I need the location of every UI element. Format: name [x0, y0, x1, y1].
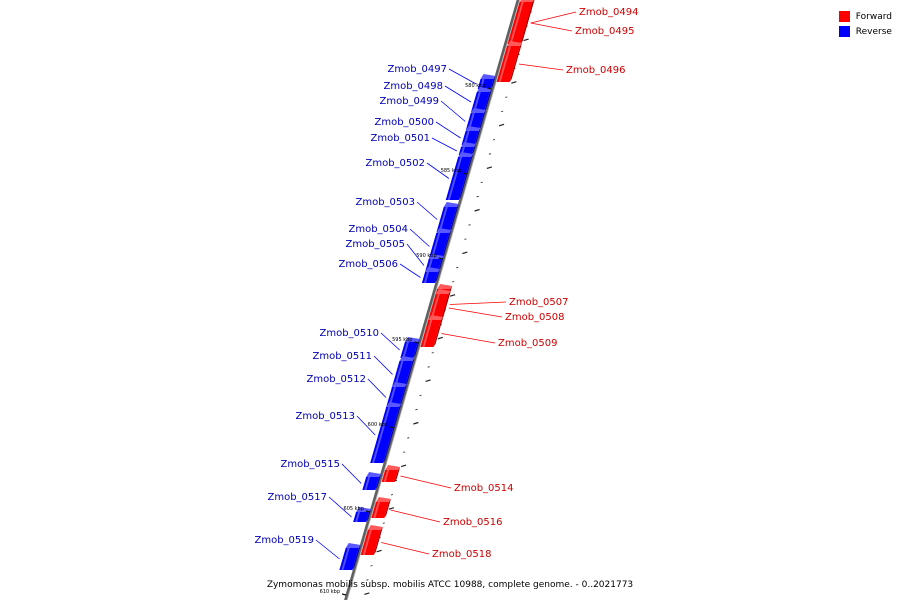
legend-label-reverse: Reverse — [855, 26, 892, 37]
scale-label: 585 kbp — [441, 168, 461, 174]
leader-line — [373, 355, 393, 375]
gene-zmob-0502 — [445, 152, 474, 200]
gene-zmob-0509 — [420, 315, 444, 347]
gene-zmob-0497 — [477, 74, 496, 89]
gene-label: Zmob_0519 — [254, 535, 314, 546]
gene-label: Zmob_0495 — [575, 26, 635, 37]
gene-zmob-0500 — [461, 126, 481, 145]
leader-line — [431, 137, 458, 152]
gene-zmob-0499 — [465, 108, 486, 130]
leader-line — [416, 201, 438, 220]
leader-line — [426, 162, 450, 179]
gene-label: Zmob_0497 — [387, 64, 447, 75]
gene-label: Zmob_0494 — [579, 7, 639, 18]
scale-labels: 580 kbp 585 kbp 590 kbp 595 kbp 600 kbp 605 k… — [320, 83, 492, 596]
gene-zmob-0519 — [339, 543, 361, 570]
leader-line — [530, 22, 573, 32]
scale-label: 610 kbp — [320, 589, 340, 595]
leader-line — [380, 332, 400, 351]
leader-line — [356, 415, 376, 436]
legend-label-forward: Forward — [855, 11, 892, 22]
gene-label: Zmob_0506 — [338, 259, 398, 270]
gene-label: Zmob_0518 — [432, 549, 492, 560]
gene-zmob-0495 — [507, 0, 535, 44]
reverse-swatch — [838, 26, 850, 37]
gene-label: Zmob_0502 — [365, 158, 425, 169]
gene-zmob-0508 — [427, 289, 451, 322]
scale-label: 595 kbp — [392, 337, 412, 343]
gene-label: Zmob_0513 — [295, 411, 355, 422]
gene-zmob-0510 — [400, 337, 420, 358]
tick-marks — [364, 11, 532, 595]
gene-zmob-0498 — [471, 87, 492, 112]
leader-line — [328, 496, 352, 518]
forward-swatch — [838, 11, 850, 22]
leader-line — [449, 301, 507, 305]
scale-label: 580 kbp — [465, 83, 485, 89]
gene-label: Zmob_0496 — [566, 65, 626, 76]
gene-label: Zmob_0516 — [443, 517, 503, 528]
gene-zmob-0511 — [391, 356, 415, 388]
gene-zmob-0503 — [436, 202, 459, 232]
gene-label: Zmob_0512 — [306, 374, 366, 385]
gene-zmob-0516 — [371, 497, 391, 518]
leader-line — [381, 542, 430, 555]
label-leaders — [315, 11, 577, 560]
leader-line — [448, 68, 477, 85]
leader-line — [406, 243, 425, 266]
gene-zmob-0515 — [362, 472, 382, 490]
leader-line — [367, 378, 387, 398]
leader-line — [441, 333, 496, 344]
leader-line — [341, 463, 362, 484]
genome-caption: Zymomonas mobilis subsp. mobilis ATCC 10… — [266, 580, 634, 590]
leader-line — [444, 85, 472, 103]
scale-label: 605 kbp — [344, 506, 364, 512]
legend-item-forward: Forward — [838, 9, 892, 24]
gene-label: Zmob_0510 — [319, 328, 379, 339]
gene-zmob-0514 — [381, 465, 401, 482]
gene-labels: Zmob_0494 Zmob_0495 Zmob_0496 Zmob_0497 Zmob… — [254, 7, 638, 560]
gene-zmob-0504 — [428, 228, 452, 260]
gene-zmob-0513 — [370, 402, 402, 463]
gene-label: Zmob_0501 — [370, 133, 430, 144]
scale-label: 600 kbp — [368, 422, 388, 428]
leader-line — [440, 100, 466, 122]
gene-label: Zmob_0517 — [267, 492, 327, 503]
gene-label: Zmob_0514 — [454, 483, 514, 494]
leader-line — [409, 228, 430, 247]
gene-label: Zmob_0504 — [348, 224, 408, 235]
legend-item-reverse: Reverse — [838, 24, 892, 39]
gene-label: Zmob_0505 — [345, 239, 405, 250]
gene-label: Zmob_0498 — [383, 81, 443, 92]
genome-axis — [344, 0, 521, 600]
gene-zmob-0496 — [496, 41, 523, 82]
leader-line — [399, 263, 421, 278]
gene-zmob-0506 — [421, 267, 441, 283]
gene-label: Zmob_0509 — [498, 338, 558, 349]
gene-zmob-0518 — [360, 525, 383, 555]
gene-label: Zmob_0500 — [374, 117, 434, 128]
leader-line — [315, 539, 340, 560]
leader-line — [530, 11, 577, 24]
gene-label: Zmob_0508 — [505, 312, 565, 323]
legend: Forward Reverse — [838, 9, 892, 39]
leader-line — [518, 63, 564, 71]
gene-features — [339, 0, 535, 570]
leader-line — [390, 509, 441, 523]
gene-label: Zmob_0507 — [509, 297, 569, 308]
scale-label: 590 kbp — [416, 253, 436, 259]
leader-line — [448, 307, 503, 318]
gene-label: Zmob_0503 — [355, 197, 415, 208]
gene-label: Zmob_0511 — [312, 351, 372, 362]
leader-line — [435, 121, 461, 139]
gene-label: Zmob_0515 — [280, 459, 340, 470]
gene-label: Zmob_0499 — [379, 96, 439, 107]
leader-line — [400, 475, 452, 489]
